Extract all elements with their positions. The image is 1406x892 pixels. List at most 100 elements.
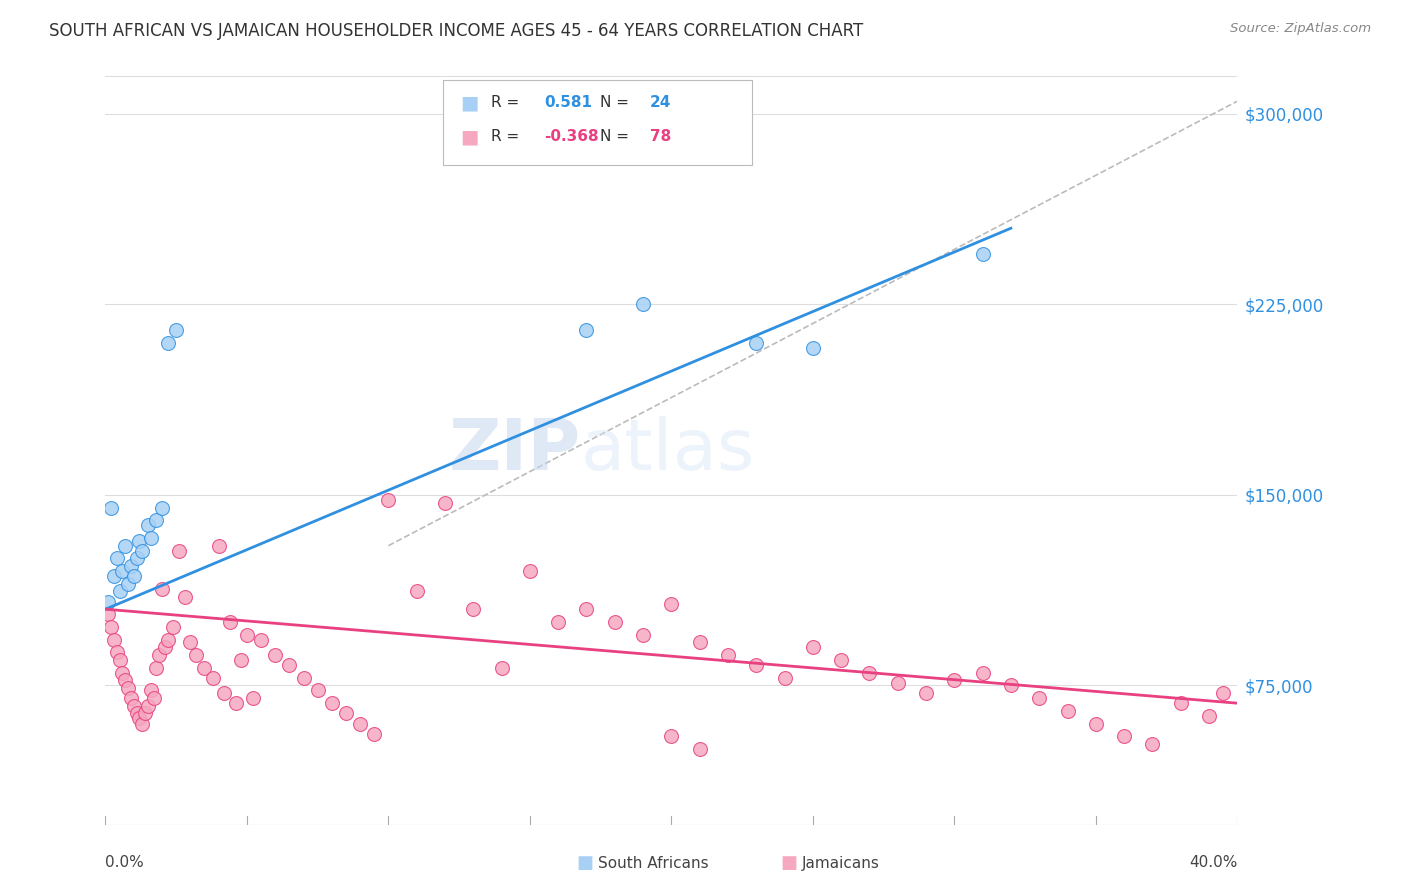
Point xyxy=(136,518,159,533)
Point xyxy=(278,658,301,673)
Point xyxy=(145,513,167,527)
Point xyxy=(173,590,195,604)
Point xyxy=(111,665,134,680)
Text: ■: ■ xyxy=(460,93,478,112)
Point xyxy=(519,564,541,578)
Point xyxy=(103,632,125,647)
Text: 24: 24 xyxy=(650,95,671,110)
Point xyxy=(122,569,145,583)
Text: -0.368: -0.368 xyxy=(544,129,599,144)
Point xyxy=(1028,691,1050,706)
Text: SOUTH AFRICAN VS JAMAICAN HOUSEHOLDER INCOME AGES 45 - 64 YEARS CORRELATION CHAR: SOUTH AFRICAN VS JAMAICAN HOUSEHOLDER IN… xyxy=(49,22,863,40)
Point xyxy=(125,706,148,721)
Point xyxy=(943,673,966,688)
Point xyxy=(631,627,654,641)
Text: 40.0%: 40.0% xyxy=(1189,855,1237,870)
Point xyxy=(139,683,162,698)
Point xyxy=(193,660,215,674)
Point xyxy=(491,660,513,674)
Point xyxy=(219,615,242,629)
Point xyxy=(689,635,711,649)
Point xyxy=(335,706,357,721)
Point xyxy=(150,582,173,596)
Point xyxy=(148,648,170,662)
Point xyxy=(661,597,683,611)
Point xyxy=(830,653,852,667)
Point xyxy=(201,671,224,685)
Point xyxy=(631,297,654,311)
Point xyxy=(103,569,125,583)
Point xyxy=(139,531,162,545)
Point xyxy=(225,696,247,710)
Point xyxy=(858,665,880,680)
Point xyxy=(745,335,768,350)
Point xyxy=(1212,686,1234,700)
Point xyxy=(128,711,150,725)
Point xyxy=(773,671,796,685)
Point xyxy=(745,658,768,673)
Point xyxy=(661,729,683,743)
Point xyxy=(1114,729,1136,743)
Point xyxy=(321,696,343,710)
Text: R =: R = xyxy=(491,95,519,110)
Point xyxy=(264,648,287,662)
Point xyxy=(603,615,626,629)
Point xyxy=(349,716,371,731)
Point xyxy=(1170,696,1192,710)
Point xyxy=(1000,678,1022,692)
Point xyxy=(307,683,329,698)
Point xyxy=(433,495,456,509)
Text: R =: R = xyxy=(491,129,519,144)
Point xyxy=(145,660,167,674)
Point xyxy=(363,726,385,740)
Point xyxy=(167,543,190,558)
Point xyxy=(100,620,122,634)
Point xyxy=(120,559,142,574)
Point xyxy=(292,671,315,685)
Point xyxy=(575,323,598,337)
Point xyxy=(97,594,120,608)
Point xyxy=(105,645,128,659)
Point xyxy=(108,584,131,599)
Point xyxy=(179,635,201,649)
Point xyxy=(120,691,142,706)
Point xyxy=(1198,709,1220,723)
Point xyxy=(887,676,910,690)
Point xyxy=(131,543,153,558)
Point xyxy=(153,640,176,655)
Point xyxy=(162,620,184,634)
Point xyxy=(165,323,187,337)
Text: atlas: atlas xyxy=(581,416,755,485)
Point xyxy=(97,607,120,622)
Point xyxy=(105,551,128,566)
Point xyxy=(114,539,136,553)
Point xyxy=(250,632,273,647)
Point xyxy=(108,653,131,667)
Point xyxy=(801,640,824,655)
Point xyxy=(142,691,165,706)
Point xyxy=(156,335,179,350)
Text: ZIP: ZIP xyxy=(449,416,581,485)
Text: South Africans: South Africans xyxy=(598,856,709,871)
Point xyxy=(156,632,179,647)
Point xyxy=(972,665,994,680)
Point xyxy=(1142,737,1164,751)
Point xyxy=(463,602,485,616)
Text: 78: 78 xyxy=(650,129,671,144)
Point xyxy=(214,686,236,700)
Point xyxy=(131,716,153,731)
Point xyxy=(915,686,938,700)
Point xyxy=(208,539,231,553)
Point xyxy=(111,564,134,578)
Text: 0.0%: 0.0% xyxy=(105,855,145,870)
Point xyxy=(114,673,136,688)
Point xyxy=(134,706,156,721)
Point xyxy=(405,584,427,599)
Point xyxy=(717,648,740,662)
Point xyxy=(136,698,159,713)
Text: N =: N = xyxy=(600,95,630,110)
Point xyxy=(689,742,711,756)
Point xyxy=(801,341,824,355)
Point xyxy=(128,533,150,548)
Point xyxy=(236,627,259,641)
